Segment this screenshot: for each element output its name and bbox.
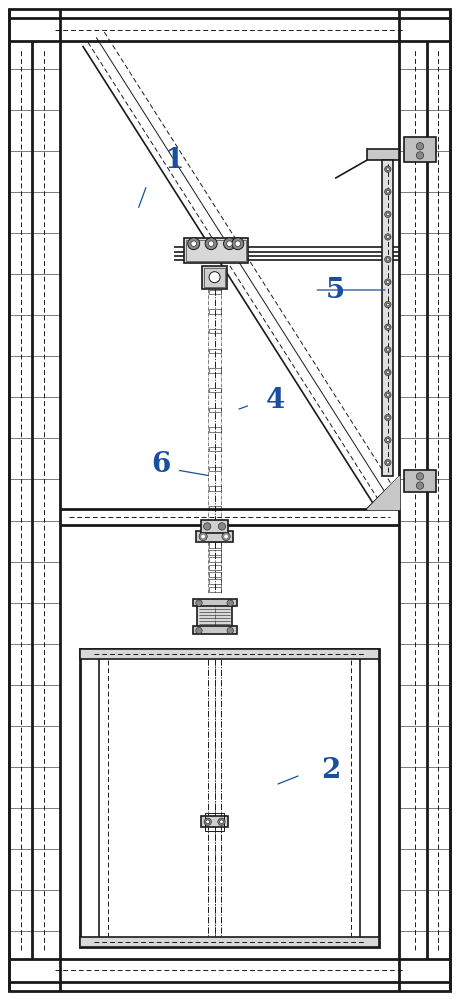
Circle shape	[209, 272, 220, 283]
Text: 5: 5	[325, 276, 345, 304]
Bar	[208, 349, 220, 353]
Circle shape	[385, 166, 391, 172]
Bar	[80, 649, 379, 659]
Circle shape	[386, 303, 389, 306]
Circle shape	[191, 241, 196, 246]
Circle shape	[196, 627, 202, 634]
Circle shape	[206, 820, 210, 824]
Bar	[201, 816, 228, 827]
Circle shape	[385, 392, 391, 398]
Circle shape	[385, 414, 391, 421]
Circle shape	[386, 461, 389, 464]
Bar	[193, 626, 237, 634]
Bar	[208, 427, 220, 432]
Bar	[367, 149, 399, 160]
Bar	[201, 520, 228, 533]
Bar	[208, 329, 220, 333]
Bar	[208, 572, 220, 577]
Bar	[197, 603, 232, 630]
Circle shape	[385, 279, 391, 285]
Bar	[80, 937, 379, 947]
Bar	[208, 408, 220, 412]
Bar	[184, 238, 248, 263]
Bar	[196, 531, 233, 542]
Bar	[208, 486, 220, 491]
Circle shape	[188, 238, 200, 250]
Circle shape	[386, 348, 389, 351]
Circle shape	[204, 818, 212, 825]
Circle shape	[232, 238, 244, 250]
Circle shape	[208, 241, 214, 246]
Circle shape	[386, 326, 389, 329]
Bar	[208, 388, 220, 392]
Bar	[206, 813, 224, 831]
Circle shape	[218, 523, 226, 530]
Circle shape	[219, 820, 224, 824]
Circle shape	[224, 535, 228, 538]
Circle shape	[235, 241, 241, 246]
Circle shape	[224, 238, 235, 250]
Circle shape	[385, 369, 391, 376]
Bar	[208, 309, 220, 314]
Circle shape	[227, 600, 234, 606]
Circle shape	[386, 371, 389, 374]
Bar	[208, 550, 220, 555]
Bar	[193, 599, 237, 606]
Bar	[204, 268, 225, 287]
Circle shape	[385, 211, 391, 218]
Circle shape	[386, 258, 389, 261]
Bar	[208, 467, 220, 471]
Bar	[208, 565, 220, 570]
Circle shape	[386, 168, 389, 171]
Circle shape	[386, 190, 389, 193]
Circle shape	[386, 281, 389, 283]
Circle shape	[385, 189, 391, 195]
Circle shape	[201, 535, 205, 538]
Bar	[208, 506, 220, 510]
Circle shape	[416, 152, 424, 159]
Bar	[208, 542, 220, 548]
Circle shape	[386, 236, 389, 238]
Circle shape	[385, 437, 391, 443]
Circle shape	[227, 627, 234, 634]
Bar	[382, 160, 393, 476]
Text: 2: 2	[321, 757, 340, 784]
Bar	[202, 266, 227, 289]
Bar	[208, 368, 220, 373]
Circle shape	[385, 301, 391, 308]
Circle shape	[222, 532, 230, 541]
Bar	[208, 447, 220, 451]
Circle shape	[385, 324, 391, 330]
Bar	[404, 470, 436, 492]
Text: 1: 1	[165, 146, 184, 174]
Circle shape	[416, 143, 424, 150]
Circle shape	[199, 532, 207, 541]
Circle shape	[386, 439, 389, 441]
Circle shape	[386, 213, 389, 216]
Text: 6: 6	[151, 452, 170, 479]
Bar	[208, 579, 220, 584]
Bar	[186, 240, 246, 261]
Text: 4: 4	[266, 386, 285, 414]
Circle shape	[218, 818, 225, 825]
Circle shape	[385, 234, 391, 240]
Circle shape	[386, 394, 389, 396]
Circle shape	[385, 256, 391, 263]
Bar	[208, 557, 220, 562]
Bar	[208, 587, 220, 592]
Bar	[404, 137, 436, 162]
Circle shape	[196, 600, 202, 606]
Circle shape	[416, 482, 424, 489]
Polygon shape	[367, 476, 399, 509]
Circle shape	[385, 347, 391, 353]
Circle shape	[386, 416, 389, 419]
Circle shape	[204, 523, 211, 530]
Bar	[208, 290, 220, 294]
Circle shape	[416, 473, 424, 480]
Circle shape	[205, 238, 217, 250]
Bar	[80, 649, 379, 947]
Circle shape	[227, 241, 232, 246]
Circle shape	[385, 459, 391, 466]
